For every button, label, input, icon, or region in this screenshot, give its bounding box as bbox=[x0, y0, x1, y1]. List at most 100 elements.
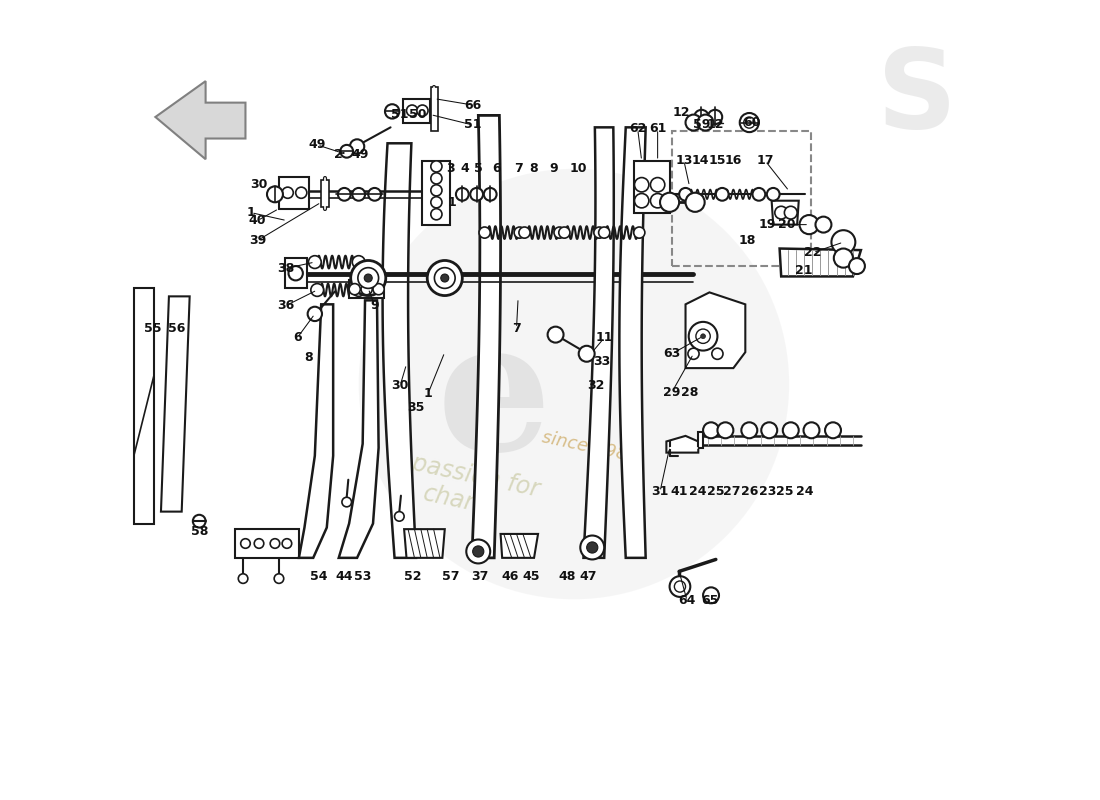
Text: 4: 4 bbox=[460, 162, 469, 175]
Circle shape bbox=[466, 539, 491, 563]
Circle shape bbox=[288, 266, 302, 281]
Circle shape bbox=[282, 187, 294, 198]
Circle shape bbox=[308, 306, 322, 321]
Text: 63: 63 bbox=[663, 347, 681, 360]
Text: 17: 17 bbox=[757, 154, 774, 167]
Circle shape bbox=[717, 422, 734, 438]
Text: 16: 16 bbox=[725, 154, 742, 167]
Polygon shape bbox=[583, 127, 614, 558]
Text: 65: 65 bbox=[701, 594, 718, 607]
Circle shape bbox=[395, 512, 404, 521]
Text: 11: 11 bbox=[595, 331, 613, 344]
Circle shape bbox=[581, 535, 604, 559]
Circle shape bbox=[554, 227, 565, 238]
Circle shape bbox=[342, 498, 352, 507]
Circle shape bbox=[431, 209, 442, 220]
Text: 1: 1 bbox=[448, 196, 456, 209]
Text: 35: 35 bbox=[407, 402, 425, 414]
Polygon shape bbox=[235, 529, 299, 558]
Circle shape bbox=[431, 173, 442, 184]
Text: 3: 3 bbox=[446, 162, 454, 175]
Circle shape bbox=[635, 178, 649, 192]
Text: 28: 28 bbox=[681, 386, 698, 398]
Circle shape bbox=[674, 581, 685, 592]
Circle shape bbox=[741, 422, 757, 438]
Circle shape bbox=[271, 538, 279, 548]
Text: 9: 9 bbox=[550, 162, 559, 175]
Circle shape bbox=[696, 329, 711, 343]
Circle shape bbox=[340, 145, 353, 158]
Text: S: S bbox=[877, 43, 957, 150]
Circle shape bbox=[364, 274, 372, 282]
Text: 45: 45 bbox=[522, 570, 540, 583]
Text: 36: 36 bbox=[277, 299, 294, 313]
Circle shape bbox=[800, 215, 818, 234]
Text: 29: 29 bbox=[663, 386, 681, 398]
Text: 15: 15 bbox=[708, 154, 726, 167]
Text: 25: 25 bbox=[707, 485, 725, 498]
Text: 19: 19 bbox=[759, 218, 777, 231]
Circle shape bbox=[739, 113, 759, 132]
Text: 23: 23 bbox=[759, 485, 777, 498]
Bar bbox=[672, 130, 812, 266]
Text: 9: 9 bbox=[371, 299, 378, 313]
Text: 20: 20 bbox=[778, 218, 795, 231]
Polygon shape bbox=[685, 292, 746, 368]
Text: 51: 51 bbox=[464, 118, 482, 131]
Text: 51: 51 bbox=[392, 108, 409, 121]
Polygon shape bbox=[155, 81, 245, 159]
Circle shape bbox=[431, 197, 442, 208]
Circle shape bbox=[660, 193, 679, 212]
Text: 25: 25 bbox=[777, 485, 794, 498]
Polygon shape bbox=[161, 296, 189, 512]
Circle shape bbox=[274, 574, 284, 583]
Text: 31: 31 bbox=[651, 485, 669, 498]
Text: 58: 58 bbox=[190, 525, 208, 538]
Text: 60: 60 bbox=[742, 116, 760, 129]
Circle shape bbox=[784, 206, 798, 219]
Text: 8: 8 bbox=[530, 162, 538, 175]
Text: 21: 21 bbox=[795, 264, 812, 278]
Circle shape bbox=[688, 348, 700, 359]
Circle shape bbox=[352, 284, 365, 296]
Text: 55: 55 bbox=[144, 322, 162, 334]
Circle shape bbox=[650, 178, 664, 192]
Text: 54: 54 bbox=[310, 570, 328, 583]
Text: since 1985: since 1985 bbox=[540, 429, 640, 467]
Text: 8: 8 bbox=[304, 351, 312, 364]
Circle shape bbox=[849, 258, 865, 274]
Text: 50: 50 bbox=[409, 108, 427, 121]
Text: 6: 6 bbox=[493, 162, 500, 175]
Circle shape bbox=[783, 422, 799, 438]
Circle shape bbox=[308, 256, 321, 269]
Text: 22: 22 bbox=[804, 246, 822, 259]
Text: 7: 7 bbox=[514, 162, 522, 175]
Text: 49: 49 bbox=[308, 138, 326, 151]
Circle shape bbox=[352, 256, 365, 269]
Circle shape bbox=[192, 515, 206, 527]
Circle shape bbox=[455, 188, 469, 201]
Text: 13: 13 bbox=[675, 154, 693, 167]
Circle shape bbox=[697, 114, 714, 130]
Text: 37: 37 bbox=[471, 570, 488, 583]
Text: 38: 38 bbox=[277, 262, 294, 275]
Circle shape bbox=[267, 186, 283, 202]
Polygon shape bbox=[404, 529, 444, 558]
Circle shape bbox=[471, 188, 483, 201]
Bar bbox=[431, 87, 438, 130]
Circle shape bbox=[368, 188, 381, 201]
Circle shape bbox=[832, 230, 856, 254]
Text: 5: 5 bbox=[474, 162, 483, 175]
Circle shape bbox=[716, 188, 728, 201]
Text: 1: 1 bbox=[246, 206, 255, 219]
Polygon shape bbox=[634, 161, 670, 213]
Circle shape bbox=[752, 188, 766, 201]
Circle shape bbox=[761, 422, 778, 438]
Text: 66: 66 bbox=[464, 98, 482, 111]
Polygon shape bbox=[619, 127, 646, 558]
Text: 32: 32 bbox=[587, 379, 605, 392]
Text: 41: 41 bbox=[670, 485, 688, 498]
Text: 12: 12 bbox=[706, 118, 724, 131]
Circle shape bbox=[359, 169, 789, 599]
Polygon shape bbox=[279, 177, 309, 209]
